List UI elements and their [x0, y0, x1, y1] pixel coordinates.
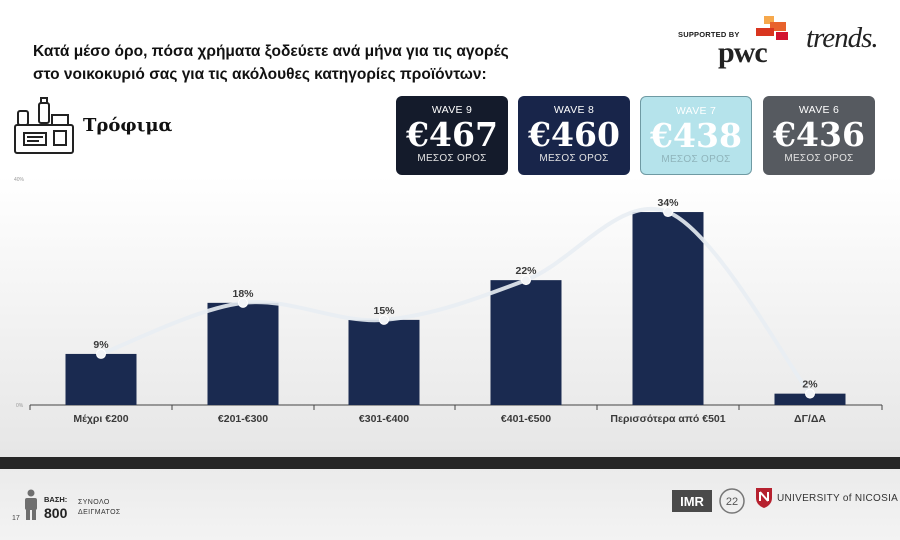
title-line-1: Κατά μέσο όρο, πόσα χρήματα ξοδεύετε ανά… — [33, 43, 509, 60]
bar — [348, 319, 420, 405]
wave-card-3: WAVE 7 €438 ΜΕΣΟΣ ΟΡΟΣ — [640, 96, 752, 175]
grocery-basket-icon — [14, 97, 74, 154]
person-icon — [25, 489, 37, 520]
university-shield-icon — [756, 488, 772, 508]
x-tick-label: Μέχρι €200 — [73, 413, 128, 425]
data-label: 22% — [515, 265, 537, 277]
wave-sublabel: ΜΕΣΟΣ ΟΡΟΣ — [661, 154, 731, 165]
wave-card-2: WAVE 8 €460 ΜΕΣΟΣ ΟΡΟΣ — [518, 96, 630, 175]
base-value: 800 — [44, 505, 68, 521]
y-tick-label: 0% — [16, 403, 24, 409]
plot-background — [0, 175, 900, 457]
wave-label: WAVE 7 — [675, 105, 717, 117]
wave-average-value: €436 — [773, 115, 865, 154]
trend-line — [99, 206, 812, 396]
sample-line-2: ΔΕΙΓΜΑΤΟΣ — [78, 508, 121, 516]
trend-point — [805, 388, 815, 399]
university-name: UNIVERSITY of NICOSIA — [777, 493, 899, 504]
base-label: ΒΑΣΗ: — [44, 495, 68, 504]
trend-point — [238, 297, 248, 308]
wave-average-value: €467 — [406, 115, 498, 154]
data-label: 2% — [802, 379, 818, 391]
wave-average-value: €438 — [650, 116, 742, 155]
data-label: 34% — [657, 197, 679, 209]
sample-line-1: ΣΥΝΟΛΟ — [78, 499, 110, 506]
trends-logo: trends. — [806, 22, 879, 54]
data-label: 15% — [373, 305, 395, 317]
trend-point — [663, 207, 673, 218]
y-tick-label: 40% — [14, 177, 25, 183]
x-tick-label: ΔΓ/ΔΑ — [794, 413, 826, 425]
title-line-2: στο νοικοκυριό σας για τις ακόλουθες κατ… — [33, 66, 487, 83]
bar-chart: 40% 0% 9% 18% 15% 22% 34% 2% Μέχρι €200 €201-€300… — [14, 177, 883, 425]
x-tick-label: Περισσότερα από €501 — [610, 413, 725, 425]
x-tick-label: €401-€500 — [501, 413, 551, 425]
data-label: 9% — [93, 339, 109, 351]
data-label: 18% — [232, 288, 254, 300]
x-tick-label: €301-€400 — [359, 413, 409, 425]
wave-label: WAVE 9 — [431, 104, 473, 116]
x-tick-label: €201-€300 — [218, 413, 268, 425]
page-number: 17 — [12, 515, 20, 522]
bar — [490, 280, 562, 405]
bar — [207, 302, 279, 405]
bar — [774, 393, 846, 405]
imr-text: IMR — [680, 494, 704, 509]
wave-sublabel: ΜΕΣΟΣ ΟΡΟΣ — [784, 153, 854, 164]
trend-point — [521, 275, 531, 286]
imr-logo: IMR 22 — [672, 488, 745, 514]
wave-sublabel: ΜΕΣΟΣ ΟΡΟΣ — [539, 153, 609, 164]
wave-card-1: WAVE 9 €467 ΜΕΣΟΣ ΟΡΟΣ — [396, 96, 508, 175]
trend-point — [96, 348, 106, 359]
trend-point — [379, 314, 389, 325]
footer-background — [0, 469, 900, 540]
bar — [632, 212, 704, 405]
wave-sublabel: ΜΕΣΟΣ ΟΡΟΣ — [417, 153, 487, 164]
pwc-logo: pwc — [718, 36, 768, 69]
supported-by-label: SUPPORTED BY — [678, 30, 740, 39]
page-title: Κατά μέσο όρο, πόσα χρήματα ξοδεύετε ανά… — [33, 40, 593, 86]
divider-bar — [0, 457, 900, 469]
wave-average-value: €460 — [528, 115, 620, 154]
sample-label: ΣΥΝΟΛΟ ΔΕΙΓΜΑΤΟΣ — [78, 498, 121, 517]
wave-label: WAVE 8 — [553, 104, 595, 116]
wave-card-4: WAVE 6 €436 ΜΕΣΟΣ ΟΡΟΣ — [763, 96, 875, 175]
pwc-logo-mark — [756, 16, 788, 40]
wave-label: WAVE 6 — [798, 104, 840, 116]
svg-text:22: 22 — [726, 496, 738, 508]
category-label: Τρόφιμα — [83, 115, 173, 136]
bar — [65, 353, 137, 405]
